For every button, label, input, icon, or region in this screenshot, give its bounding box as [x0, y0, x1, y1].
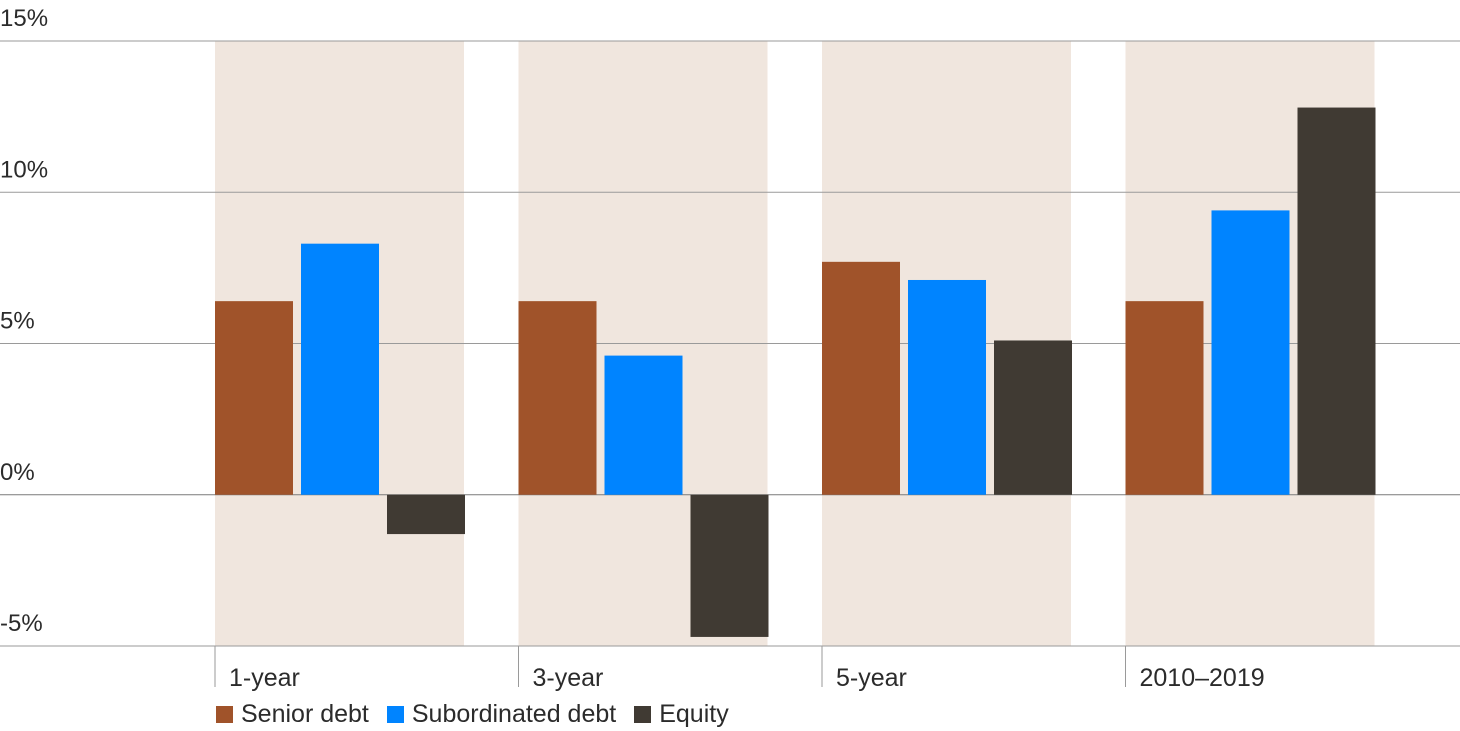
bar-subordinated-debt [301, 243, 379, 495]
legend-label: Equity [659, 700, 729, 728]
bar-senior-debt [518, 301, 597, 495]
x-axis-categories: 1-year 3-year 5-year 2010–2019 [214, 646, 1265, 692]
legend-item-senior-debt: Senior debt [216, 700, 369, 729]
y-tick-label: 0% [0, 459, 35, 486]
x-category-label: 5-year [836, 664, 907, 692]
x-category-label: 1-year [229, 664, 300, 692]
x-category-label: 3-year [533, 664, 604, 692]
bar-senior-debt [1125, 301, 1204, 495]
legend-label: Senior debt [241, 700, 369, 728]
bar-equity [690, 494, 769, 637]
bar-senior-debt [822, 261, 900, 495]
legend-swatch [634, 706, 652, 723]
legend-swatch [216, 706, 233, 723]
y-tick-label: 5% [0, 308, 35, 335]
bar-subordinated-debt [908, 279, 986, 495]
y-tick-label: -5% [0, 610, 43, 637]
bar-equity [994, 340, 1072, 495]
bar-equity [1297, 107, 1376, 495]
y-tick-label: 10% [0, 156, 48, 183]
bar-chart: 15% 10% 5% 0% -5% 1-year 3-year 5-year 2010–201… [0, 5, 1460, 692]
legend-item-equity: Equity [634, 700, 729, 729]
y-tick-label: 15% [0, 5, 48, 32]
x-category-label: 2010–2019 [1140, 664, 1265, 692]
bars [215, 107, 1376, 637]
bar-subordinated-debt [604, 355, 683, 495]
legend-label: Subordinated debt [411, 700, 617, 728]
legend: Senior debt Subordinated debt Equity [216, 700, 729, 729]
y-axis-ticks: 15% 10% 5% 0% -5% [0, 5, 48, 637]
legend-swatch [386, 706, 404, 723]
bar-senior-debt [215, 301, 293, 495]
bar-equity [387, 494, 465, 535]
bar-subordinated-debt [1211, 210, 1290, 495]
legend-item-subordinated-debt: Subordinated debt [386, 700, 617, 729]
